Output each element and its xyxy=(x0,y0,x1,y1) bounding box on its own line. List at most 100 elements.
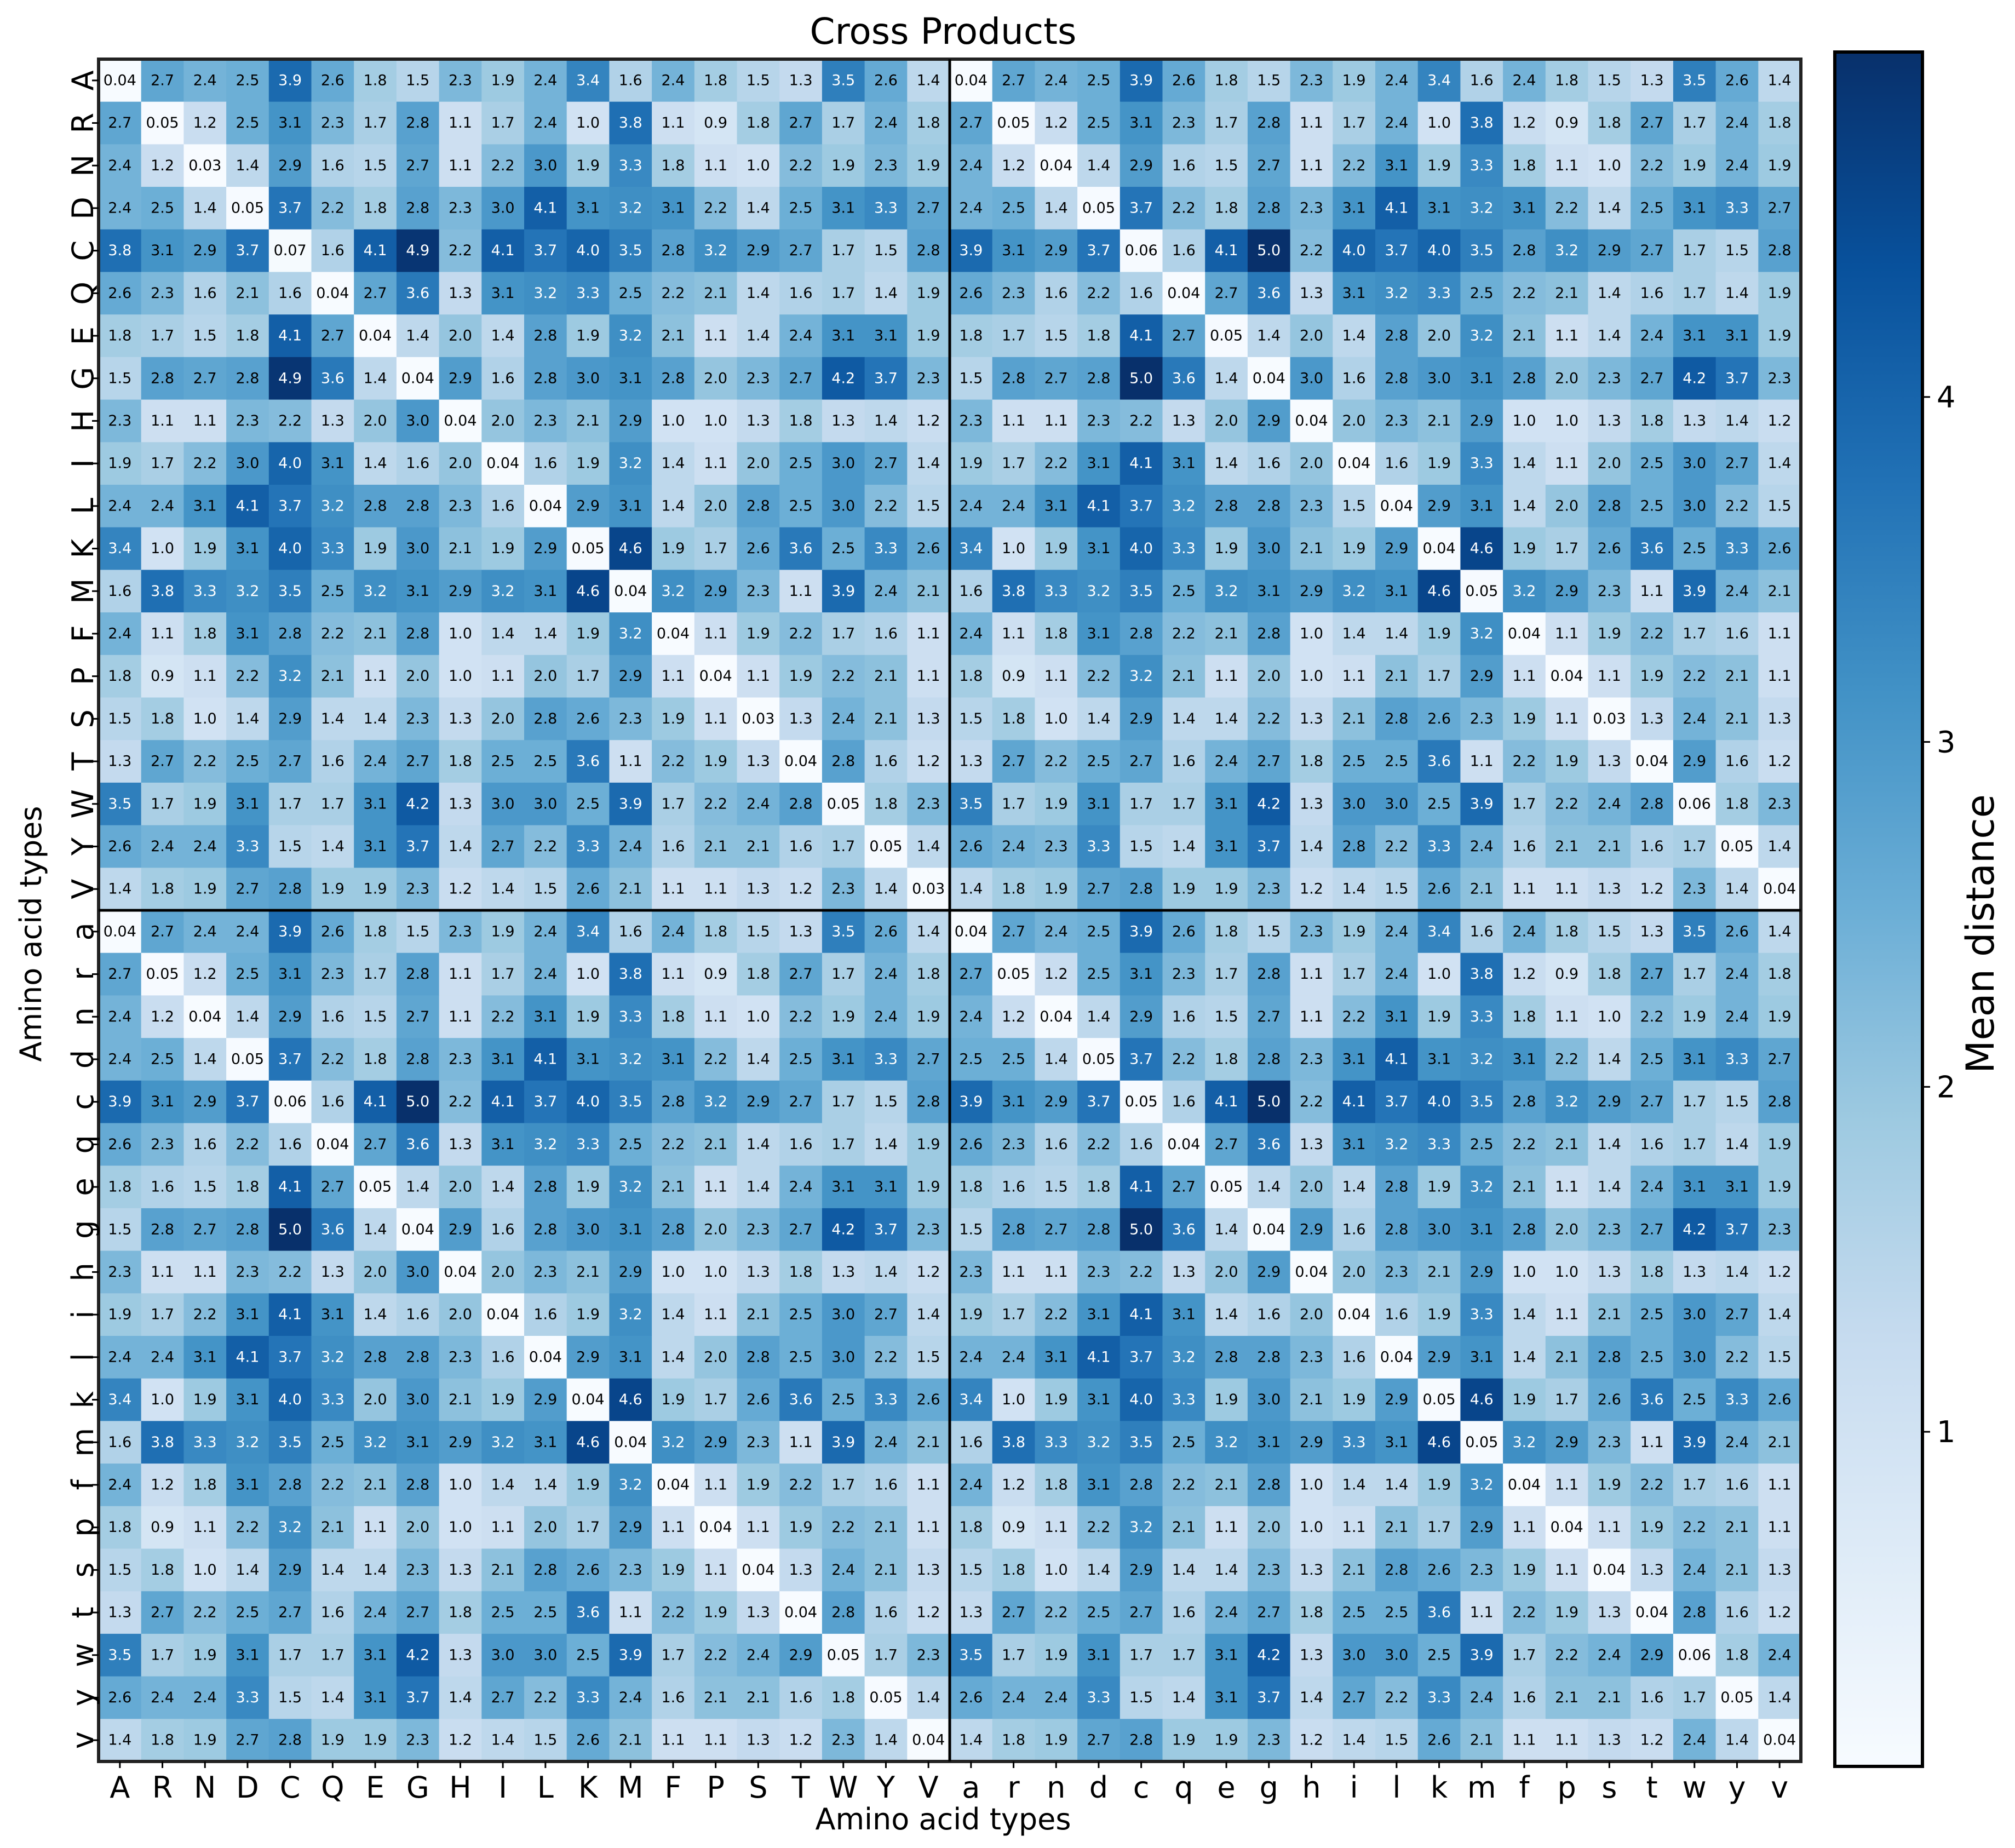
cell-value-label: 2.5 xyxy=(1470,285,1494,302)
y-tick-label: G xyxy=(66,367,100,390)
cell-value-label: 3.0 xyxy=(1683,1306,1706,1323)
cell-value-label: 1.0 xyxy=(193,1562,217,1579)
x-tick-label: s xyxy=(1601,1770,1617,1805)
cell-value-label: 2.1 xyxy=(1300,1391,1323,1408)
cell-value-label: 1.8 xyxy=(747,114,770,131)
cell-value-label: 2.9 xyxy=(449,583,472,600)
cell-value-label: 2.7 xyxy=(1172,328,1196,345)
cell-value-label: 1.4 xyxy=(917,455,940,472)
heatmap-cell xyxy=(822,272,865,315)
cell-value-label: 2.1 xyxy=(449,1391,472,1408)
cell-value-label: 3.3 xyxy=(1725,1391,1749,1408)
cell-value-label: 2.7 xyxy=(1768,199,1792,216)
cell-value-label: 1.6 xyxy=(1725,1604,1749,1621)
cell-value-label: 2.2 xyxy=(874,497,898,514)
cell-value-label: 2.3 xyxy=(1768,795,1792,812)
cell-value-label: 1.7 xyxy=(704,540,727,557)
heatmap-cell xyxy=(1333,314,1376,358)
cell-value-label: 1.1 xyxy=(619,1604,642,1621)
cell-value-label: 1.9 xyxy=(193,540,217,557)
heatmap-cell xyxy=(1077,357,1121,400)
heatmap-cell xyxy=(481,442,525,485)
cell-value-label: 3.2 xyxy=(278,1519,302,1536)
cell-value-label: 2.2 xyxy=(1725,497,1749,514)
cell-value-label: 3.1 xyxy=(533,583,557,600)
cell-value-label: 1.7 xyxy=(831,1136,855,1153)
cell-value-label: 1.8 xyxy=(959,1519,983,1536)
cell-value-label: 1.4 xyxy=(236,1008,259,1025)
heatmap-cell xyxy=(950,399,993,443)
cell-value-label: 2.0 xyxy=(491,412,515,429)
cell-value-label: 1.9 xyxy=(1427,157,1451,174)
cell-value-label: 2.7 xyxy=(1087,1732,1110,1749)
cell-value-label: 2.3 xyxy=(747,1434,770,1451)
cell-value-label: 1.4 xyxy=(1087,157,1110,174)
cell-value-label: 3.3 xyxy=(576,285,600,302)
cell-value-label: 2.4 xyxy=(789,1179,813,1196)
heatmap-cell xyxy=(226,314,269,358)
heatmap-cell xyxy=(439,144,482,187)
heatmap-cell xyxy=(226,59,269,102)
heatmap-cell xyxy=(737,229,780,273)
heatmap-cell xyxy=(311,357,354,400)
cell-value-label: 2.8 xyxy=(1385,328,1408,345)
cell-value-label: 0.04 xyxy=(955,72,988,89)
cell-value-label: 1.4 xyxy=(1215,1221,1238,1238)
cell-value-label: 4.0 xyxy=(278,455,302,472)
heatmap-cell xyxy=(1290,187,1333,230)
cell-value-label: 1.8 xyxy=(364,923,387,940)
cell-value-label: 1.7 xyxy=(1683,1093,1706,1110)
cell-value-label: 2.8 xyxy=(1257,1476,1281,1493)
cell-value-label: 2.4 xyxy=(1683,1732,1706,1749)
heatmap-cell xyxy=(1715,399,1759,443)
cell-value-label: 0.04 xyxy=(401,370,434,387)
cell-value-label: 2.7 xyxy=(1215,285,1238,302)
heatmap-cell xyxy=(1333,101,1376,145)
heatmap-cell xyxy=(141,314,184,358)
heatmap-cell xyxy=(1162,187,1205,230)
cell-value-label: 1.6 xyxy=(661,1689,685,1706)
cell-value-label: 2.5 xyxy=(321,1434,345,1451)
heatmap-cell xyxy=(822,485,865,528)
cell-value-label: 2.7 xyxy=(151,1604,174,1621)
cell-value-label: 2.1 xyxy=(491,1562,515,1579)
heatmap-cell xyxy=(1247,101,1291,145)
cell-value-label: 0.06 xyxy=(1678,1646,1711,1663)
cell-value-label: 2.6 xyxy=(1427,1562,1451,1579)
cell-value-label: 1.5 xyxy=(364,1008,387,1025)
heatmap-cell xyxy=(1758,144,1801,187)
cell-value-label: 3.7 xyxy=(406,838,429,855)
cell-value-label: 1.9 xyxy=(364,881,387,898)
cell-value-label: 1.4 xyxy=(1768,455,1792,472)
cell-value-label: 2.3 xyxy=(151,1136,174,1153)
heatmap-cell xyxy=(652,187,695,230)
cell-value-label: 3.4 xyxy=(576,923,600,940)
heatmap-cell xyxy=(1120,399,1163,443)
cell-value-label: 3.2 xyxy=(619,625,642,642)
cell-value-label: 1.8 xyxy=(917,966,940,983)
cell-value-label: 1.0 xyxy=(1044,1562,1068,1579)
heatmap-cell xyxy=(1588,314,1631,358)
heatmap-cell xyxy=(141,570,184,613)
cell-value-label: 1.4 xyxy=(959,1732,983,1749)
cell-value-label: 0.04 xyxy=(486,1306,519,1323)
heatmap-cell xyxy=(1631,229,1674,273)
cell-value-label: 1.7 xyxy=(1683,285,1706,302)
cell-value-label: 1.9 xyxy=(1598,1476,1621,1493)
cell-value-label: 3.1 xyxy=(236,625,259,642)
cell-value-label: 2.0 xyxy=(1215,412,1238,429)
cell-value-label: 2.7 xyxy=(789,1093,813,1110)
cell-value-label: 5.0 xyxy=(278,1221,302,1238)
heatmap-cell xyxy=(1077,570,1121,613)
heatmap-cell xyxy=(992,144,1035,187)
cell-value-label: 2.2 xyxy=(1725,1348,1749,1365)
cell-value-label: 2.8 xyxy=(406,1348,429,1365)
x-tick-label: L xyxy=(537,1770,554,1805)
heatmap-cell xyxy=(1673,187,1717,230)
cell-value-label: 1.7 xyxy=(1002,1306,1025,1323)
heatmap-cell xyxy=(1545,144,1589,187)
cell-value-label: 1.3 xyxy=(321,412,345,429)
cell-value-label: 3.2 xyxy=(661,1434,685,1451)
cell-value-label: 2.3 xyxy=(1598,370,1621,387)
cell-value-label: 1.1 xyxy=(1044,1264,1068,1281)
